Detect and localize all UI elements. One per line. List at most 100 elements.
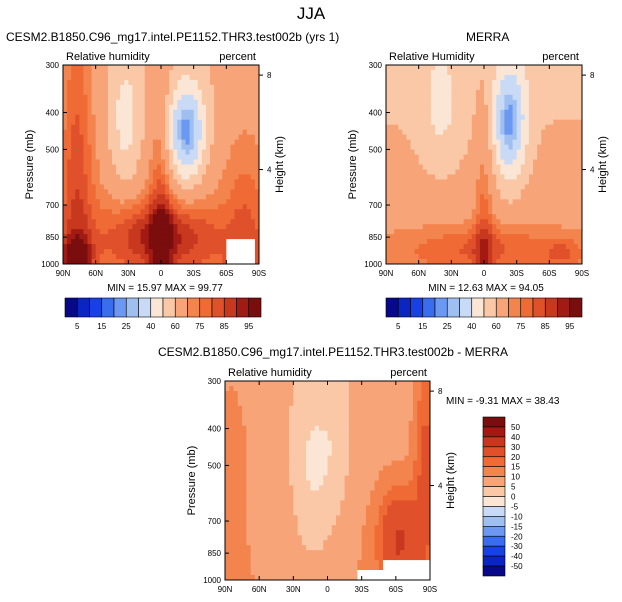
- heatmap-cell: [254, 385, 260, 392]
- colorbar-swatch: [236, 297, 250, 318]
- heatmap-cell: [237, 425, 243, 432]
- heatmap-cell: [524, 89, 530, 96]
- heatmap-cell: [95, 189, 101, 195]
- heatmap-cell: [293, 435, 298, 442]
- heatmap-cell: [173, 79, 178, 86]
- heatmap-cell: [107, 74, 113, 81]
- heatmap-cell: [430, 234, 436, 240]
- heatmap-cell: [177, 89, 182, 96]
- heatmap-cell: [205, 159, 211, 165]
- heatmap-cell: [422, 184, 428, 190]
- heatmap-cell: [144, 204, 150, 210]
- heatmap-cell: [410, 214, 415, 220]
- heatmap-cell: [475, 189, 481, 195]
- heatmap-cell: [414, 149, 420, 155]
- heatmap-cell: [528, 159, 534, 165]
- heatmap-cell: [435, 199, 440, 205]
- heatmap-cell: [189, 189, 195, 195]
- heatmap-cell: [479, 74, 485, 81]
- heatmap-cell: [234, 239, 239, 245]
- heatmap-cell: [103, 154, 109, 160]
- heatmap-cell: [132, 204, 137, 210]
- heatmap-cell: [430, 114, 436, 121]
- heatmap-cell: [451, 184, 456, 190]
- heatmap-cell: [508, 149, 513, 155]
- heatmap-cell: [504, 129, 509, 136]
- heatmap-cell: [541, 184, 546, 190]
- heatmap-cell: [426, 74, 432, 81]
- heatmap-cell: [418, 214, 424, 220]
- heatmap-cell: [120, 209, 125, 215]
- heatmap-cell: [524, 65, 530, 71]
- heatmap-cell: [484, 159, 489, 165]
- heatmap-cell: [443, 79, 448, 86]
- heatmap-cell: [421, 445, 427, 452]
- heatmap-cell: [577, 179, 583, 185]
- heatmap-cell: [553, 229, 558, 235]
- heatmap-cell: [193, 194, 199, 200]
- heatmap-cell: [533, 229, 538, 235]
- heatmap-cell: [443, 199, 448, 205]
- heatmap-cell: [467, 139, 473, 146]
- heatmap-cell: [447, 154, 452, 160]
- heatmap-cell: [185, 259, 190, 265]
- heatmap-cell: [357, 430, 363, 437]
- heatmap-cell: [479, 194, 485, 200]
- heatmap-cell: [443, 174, 448, 180]
- heatmap-cell: [336, 455, 341, 462]
- heatmap-cell: [218, 234, 223, 240]
- heatmap-cell: [152, 119, 158, 126]
- heatmap-cell: [79, 174, 84, 180]
- heatmap-cell: [443, 94, 448, 101]
- heatmap-cell: [201, 79, 207, 86]
- heatmap-cell: [230, 249, 235, 255]
- heatmap-cell: [496, 214, 501, 220]
- heatmap-cell: [459, 94, 464, 101]
- heatmap-cell: [435, 204, 440, 210]
- heatmap-cell: [226, 134, 231, 141]
- heatmap-cell: [79, 199, 84, 205]
- heatmap-cell: [250, 179, 256, 185]
- heatmap-cell: [107, 114, 113, 121]
- heatmap-cell: [496, 99, 501, 106]
- heatmap-cell: [259, 410, 264, 417]
- heatmap-cell: [95, 239, 101, 245]
- heatmap-cell: [95, 129, 101, 136]
- heatmap-cell: [512, 119, 518, 126]
- heatmap-cell: [395, 475, 401, 481]
- heatmap-cell: [402, 234, 407, 240]
- heatmap-cell: [237, 450, 243, 457]
- heatmap-cell: [238, 189, 244, 195]
- heatmap-cell: [516, 99, 522, 106]
- heatmap-cell: [516, 204, 522, 210]
- heatmap-cell: [467, 129, 473, 136]
- heatmap-cell: [148, 259, 154, 265]
- heatmap-cell: [447, 254, 452, 260]
- heatmap-cell: [475, 109, 481, 116]
- heatmap-cell: [374, 450, 380, 457]
- heatmap-cell: [210, 154, 215, 160]
- heatmap-cell: [284, 381, 290, 387]
- heatmap-cell: [234, 84, 239, 91]
- heatmap-cell: [549, 244, 554, 250]
- heatmap-cell: [156, 74, 162, 81]
- heatmap-cell: [504, 109, 509, 116]
- heatmap-cell: [189, 74, 195, 81]
- heatmap-cell: [475, 249, 481, 255]
- heatmap-cell: [112, 79, 117, 86]
- heatmap-cell: [537, 134, 542, 141]
- heatmap-cell: [417, 475, 422, 481]
- heatmap-cell: [414, 169, 420, 175]
- heatmap-cell: [512, 174, 518, 180]
- heatmap-cell: [323, 430, 328, 437]
- heatmap-cell: [246, 184, 252, 190]
- heatmap-cell: [443, 114, 448, 121]
- heatmap-cell: [229, 475, 234, 481]
- heatmap-cell: [353, 440, 358, 447]
- heatmap-cell: [577, 124, 583, 131]
- heatmap-cell: [443, 169, 448, 175]
- heatmap-cell: [361, 440, 367, 447]
- heatmap-cell: [331, 430, 337, 437]
- heatmap-cell: [242, 445, 247, 452]
- heatmap-cell: [95, 154, 101, 160]
